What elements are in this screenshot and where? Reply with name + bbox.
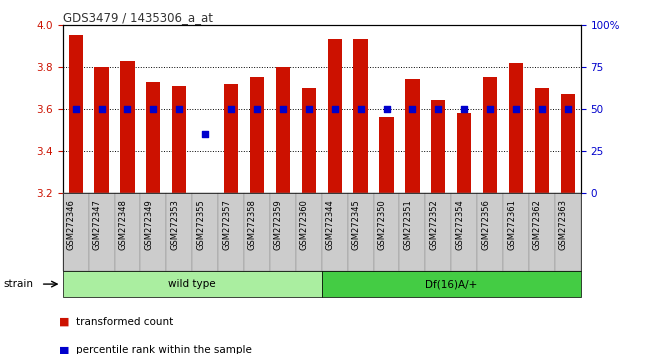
Bar: [405, 79, 420, 193]
Text: GSM272354: GSM272354: [455, 199, 464, 250]
Bar: [457, 113, 471, 193]
Bar: [250, 77, 264, 193]
Text: GSM272360: GSM272360: [300, 199, 309, 250]
Text: strain: strain: [3, 279, 33, 289]
Point: [304, 106, 314, 112]
Point: [355, 106, 366, 112]
Text: transformed count: transformed count: [76, 317, 173, 327]
Text: GDS3479 / 1435306_a_at: GDS3479 / 1435306_a_at: [63, 11, 213, 24]
Point: [459, 106, 469, 112]
Point: [485, 106, 496, 112]
Point: [122, 106, 133, 112]
Point: [511, 106, 521, 112]
Text: GSM272351: GSM272351: [403, 199, 412, 250]
Bar: [379, 117, 393, 193]
Text: GSM272344: GSM272344: [325, 199, 335, 250]
Bar: [327, 40, 342, 193]
Point: [278, 106, 288, 112]
Text: GSM272361: GSM272361: [507, 199, 516, 250]
Text: GSM272359: GSM272359: [274, 199, 283, 250]
Point: [96, 106, 107, 112]
Text: GSM272356: GSM272356: [481, 199, 490, 250]
Bar: [431, 101, 446, 193]
Text: GSM272345: GSM272345: [352, 199, 360, 250]
Text: GSM272358: GSM272358: [248, 199, 257, 250]
Point: [329, 106, 340, 112]
Bar: [69, 35, 82, 193]
Text: GSM272352: GSM272352: [429, 199, 438, 250]
Point: [562, 106, 573, 112]
Text: Df(16)A/+: Df(16)A/+: [425, 279, 477, 289]
Text: GSM272347: GSM272347: [92, 199, 102, 250]
Text: wild type: wild type: [168, 279, 216, 289]
Bar: [561, 94, 575, 193]
Point: [433, 106, 444, 112]
Text: percentile rank within the sample: percentile rank within the sample: [76, 346, 251, 354]
Text: GSM272362: GSM272362: [533, 199, 542, 250]
Text: GSM272346: GSM272346: [67, 199, 76, 250]
Bar: [224, 84, 238, 193]
Point: [174, 106, 185, 112]
Bar: [302, 88, 316, 193]
Bar: [94, 67, 109, 193]
Bar: [276, 67, 290, 193]
Text: ■: ■: [59, 346, 70, 354]
Text: GSM272349: GSM272349: [145, 199, 153, 250]
Text: GSM272348: GSM272348: [118, 199, 127, 250]
Bar: [483, 77, 497, 193]
Bar: [354, 40, 368, 193]
Point: [381, 106, 392, 112]
Point: [200, 131, 211, 137]
Point: [407, 106, 418, 112]
Point: [251, 106, 262, 112]
Text: GSM272355: GSM272355: [196, 199, 205, 250]
Point: [148, 106, 158, 112]
Bar: [120, 61, 135, 193]
Point: [537, 106, 547, 112]
Text: GSM272350: GSM272350: [378, 199, 387, 250]
Text: GSM272353: GSM272353: [170, 199, 180, 250]
Text: GSM272357: GSM272357: [222, 199, 231, 250]
Text: ■: ■: [59, 317, 70, 327]
Text: GSM272363: GSM272363: [559, 199, 568, 250]
Point: [226, 106, 236, 112]
Bar: [172, 86, 186, 193]
Point: [71, 106, 81, 112]
Bar: [509, 63, 523, 193]
Bar: [147, 81, 160, 193]
Bar: [535, 88, 549, 193]
